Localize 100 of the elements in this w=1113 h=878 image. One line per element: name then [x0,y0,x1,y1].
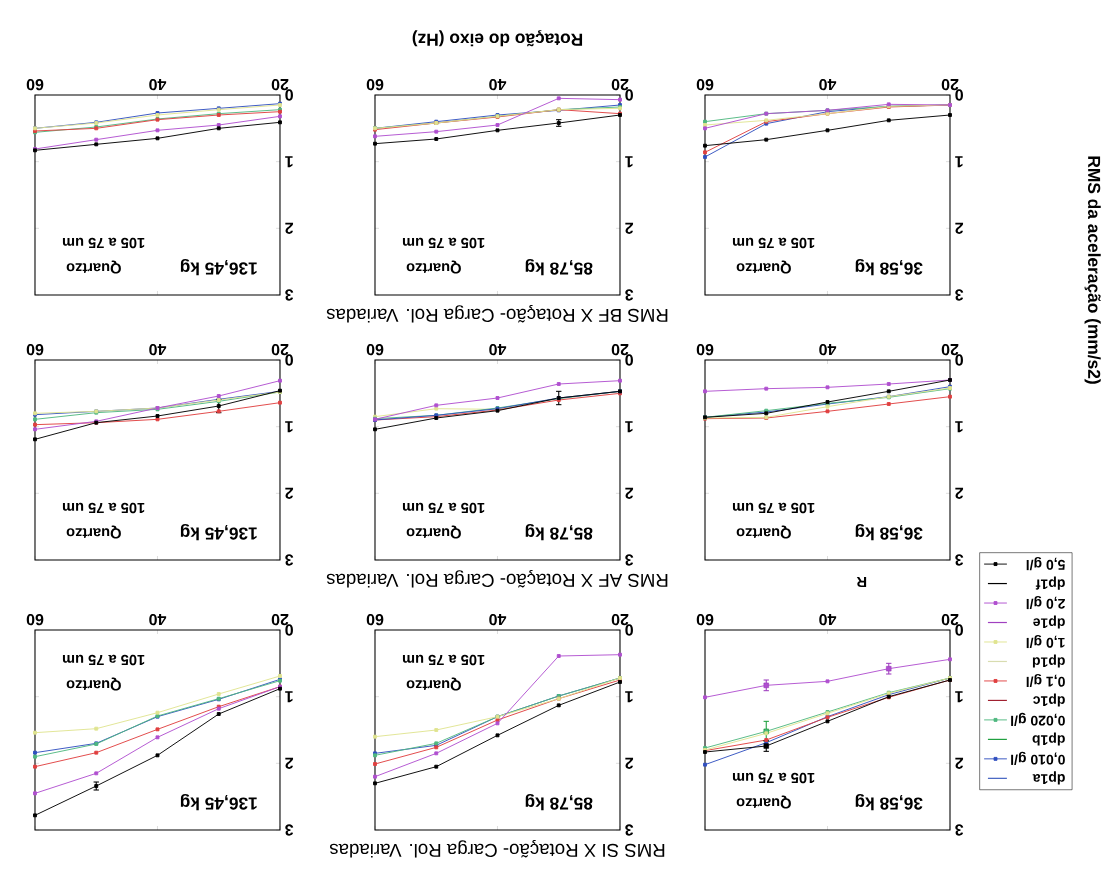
x-axis-title: Rotação do eixo (Hz) [412,30,583,47]
x-tick-label: 60 [366,613,384,626]
y-tick-label: 2 [625,757,634,769]
x-tick-label: 60 [696,343,714,356]
y-tick-label: 2 [955,222,964,234]
annotation: Quartzo [66,525,121,539]
y-tick-label: 2 [285,487,294,499]
annotation: 105 a 75 um [732,772,815,784]
y-tick-label: 2 [625,487,634,499]
legend-label: 0,020 g/l [1011,712,1065,726]
annotation: 105 a 75 um [402,237,485,249]
y-tick-label: 1 [285,691,293,703]
annotation: Quartzo [736,260,791,274]
text: R [856,576,867,588]
y-tick-label: 0 [625,624,633,636]
y-tick-label: 3 [955,554,964,566]
annotation: 136,45 kg [180,523,257,541]
x-tick-label: 60 [26,613,44,626]
annotation: 105 a 75 um [62,502,145,514]
x-tick-label: 20 [941,78,959,91]
x-tick-label: 40 [149,343,167,356]
annotation: 36,58 kg [855,258,923,276]
annotation: 105 a 75 um [62,237,145,249]
annotation: 105 a 75 um [732,502,815,514]
x-tick-label: 20 [271,343,289,356]
x-tick-label: 40 [819,343,837,356]
annotation: Quartzo [406,260,461,274]
x-tick-label: 40 [489,613,507,626]
y-tick-label: 0 [955,89,963,101]
annotation: 105 a 75 um [402,502,485,514]
y-tick-label: 3 [285,824,294,836]
y-axis-title: RMS da aceleração (mm/s2) [1084,156,1101,384]
y-tick-label: 3 [625,289,634,301]
x-tick-label: 60 [26,343,44,356]
x-tick-label: 40 [489,78,507,91]
x-tick-label: 60 [366,343,384,356]
y-tick-label: 1 [955,691,963,703]
y-tick-label: 2 [285,222,294,234]
y-tick-label: 1 [955,421,963,433]
x-tick-label: 20 [611,78,629,91]
y-tick-label: 0 [285,354,293,366]
annotation: 136,45 kg [180,793,257,811]
annotation: 105 a 75 um [732,237,815,249]
annotation: 36,58 kg [855,793,923,811]
x-tick-label: 40 [819,78,837,91]
annotation: Quartzo [66,677,121,691]
y-tick-label: 0 [285,89,293,101]
legend-label: 0,010 g/l [1011,751,1065,765]
x-tick-label: 60 [696,78,714,91]
x-tick-label: 60 [696,613,714,626]
y-tick-label: 3 [285,289,294,301]
x-tick-label: 40 [149,78,167,91]
annotation: Quartzo [736,525,791,539]
x-tick-label: 40 [489,343,507,356]
x-tick-label: 20 [941,613,959,626]
legend-label: dp1c [1033,693,1065,707]
annotation: 85,78 kg [525,793,593,811]
x-tick-label: 20 [611,613,629,626]
annotation: 36,58 kg [855,523,923,541]
legend-label: dp1a [1032,771,1065,785]
annotation: Quartzo [736,795,791,809]
y-tick-label: 3 [285,554,294,566]
y-tick-label: 3 [625,824,634,836]
legend-label: dp1b [1032,732,1065,746]
y-tick-label: 2 [625,222,634,234]
y-tick-label: 3 [955,289,964,301]
annotation: Quartzo [406,677,461,691]
text: RMS BF X Rotação- Carga Rol. Variadas [326,305,668,323]
annotation: 105 a 75 um [62,654,145,666]
annotation: 105 a 75 um [402,654,485,666]
y-tick-label: 0 [285,624,293,636]
y-tick-label: 1 [955,156,963,168]
x-tick-label: 20 [941,343,959,356]
x-tick-label: 20 [271,78,289,91]
y-tick-label: 3 [955,824,964,836]
legend-label: dp1d [1032,654,1065,668]
x-tick-label: 40 [149,613,167,626]
legend-label: 0,1 g/l [1026,673,1065,688]
x-tick-label: 40 [819,613,837,626]
text: RMS AF X Rotação- Carga Rol. Variadas [326,570,668,588]
annotation: 85,78 kg [525,258,593,276]
x-tick-label: 60 [366,78,384,91]
legend-label: dp1f [1035,576,1065,590]
legend-label: 5,0 g/l [1026,557,1065,571]
y-tick-label: 1 [625,421,633,433]
annotation: 136,45 kg [180,258,257,276]
y-tick-label: 0 [955,624,963,636]
y-tick-label: 0 [955,354,963,366]
legend-label: dp1e [1033,615,1065,629]
legend-label: 2,0 g/l [1026,595,1065,610]
annotation: 85,78 kg [525,523,593,541]
y-tick-label: 1 [285,421,293,433]
y-tick-label: 2 [285,757,294,769]
y-tick-label: 1 [625,691,633,703]
x-tick-label: 20 [271,613,289,626]
annotation: Quartzo [406,525,461,539]
y-tick-label: 2 [955,757,964,769]
y-tick-label: 0 [625,354,633,366]
annotation: Quartzo [66,260,121,274]
y-tick-label: 1 [625,156,633,168]
